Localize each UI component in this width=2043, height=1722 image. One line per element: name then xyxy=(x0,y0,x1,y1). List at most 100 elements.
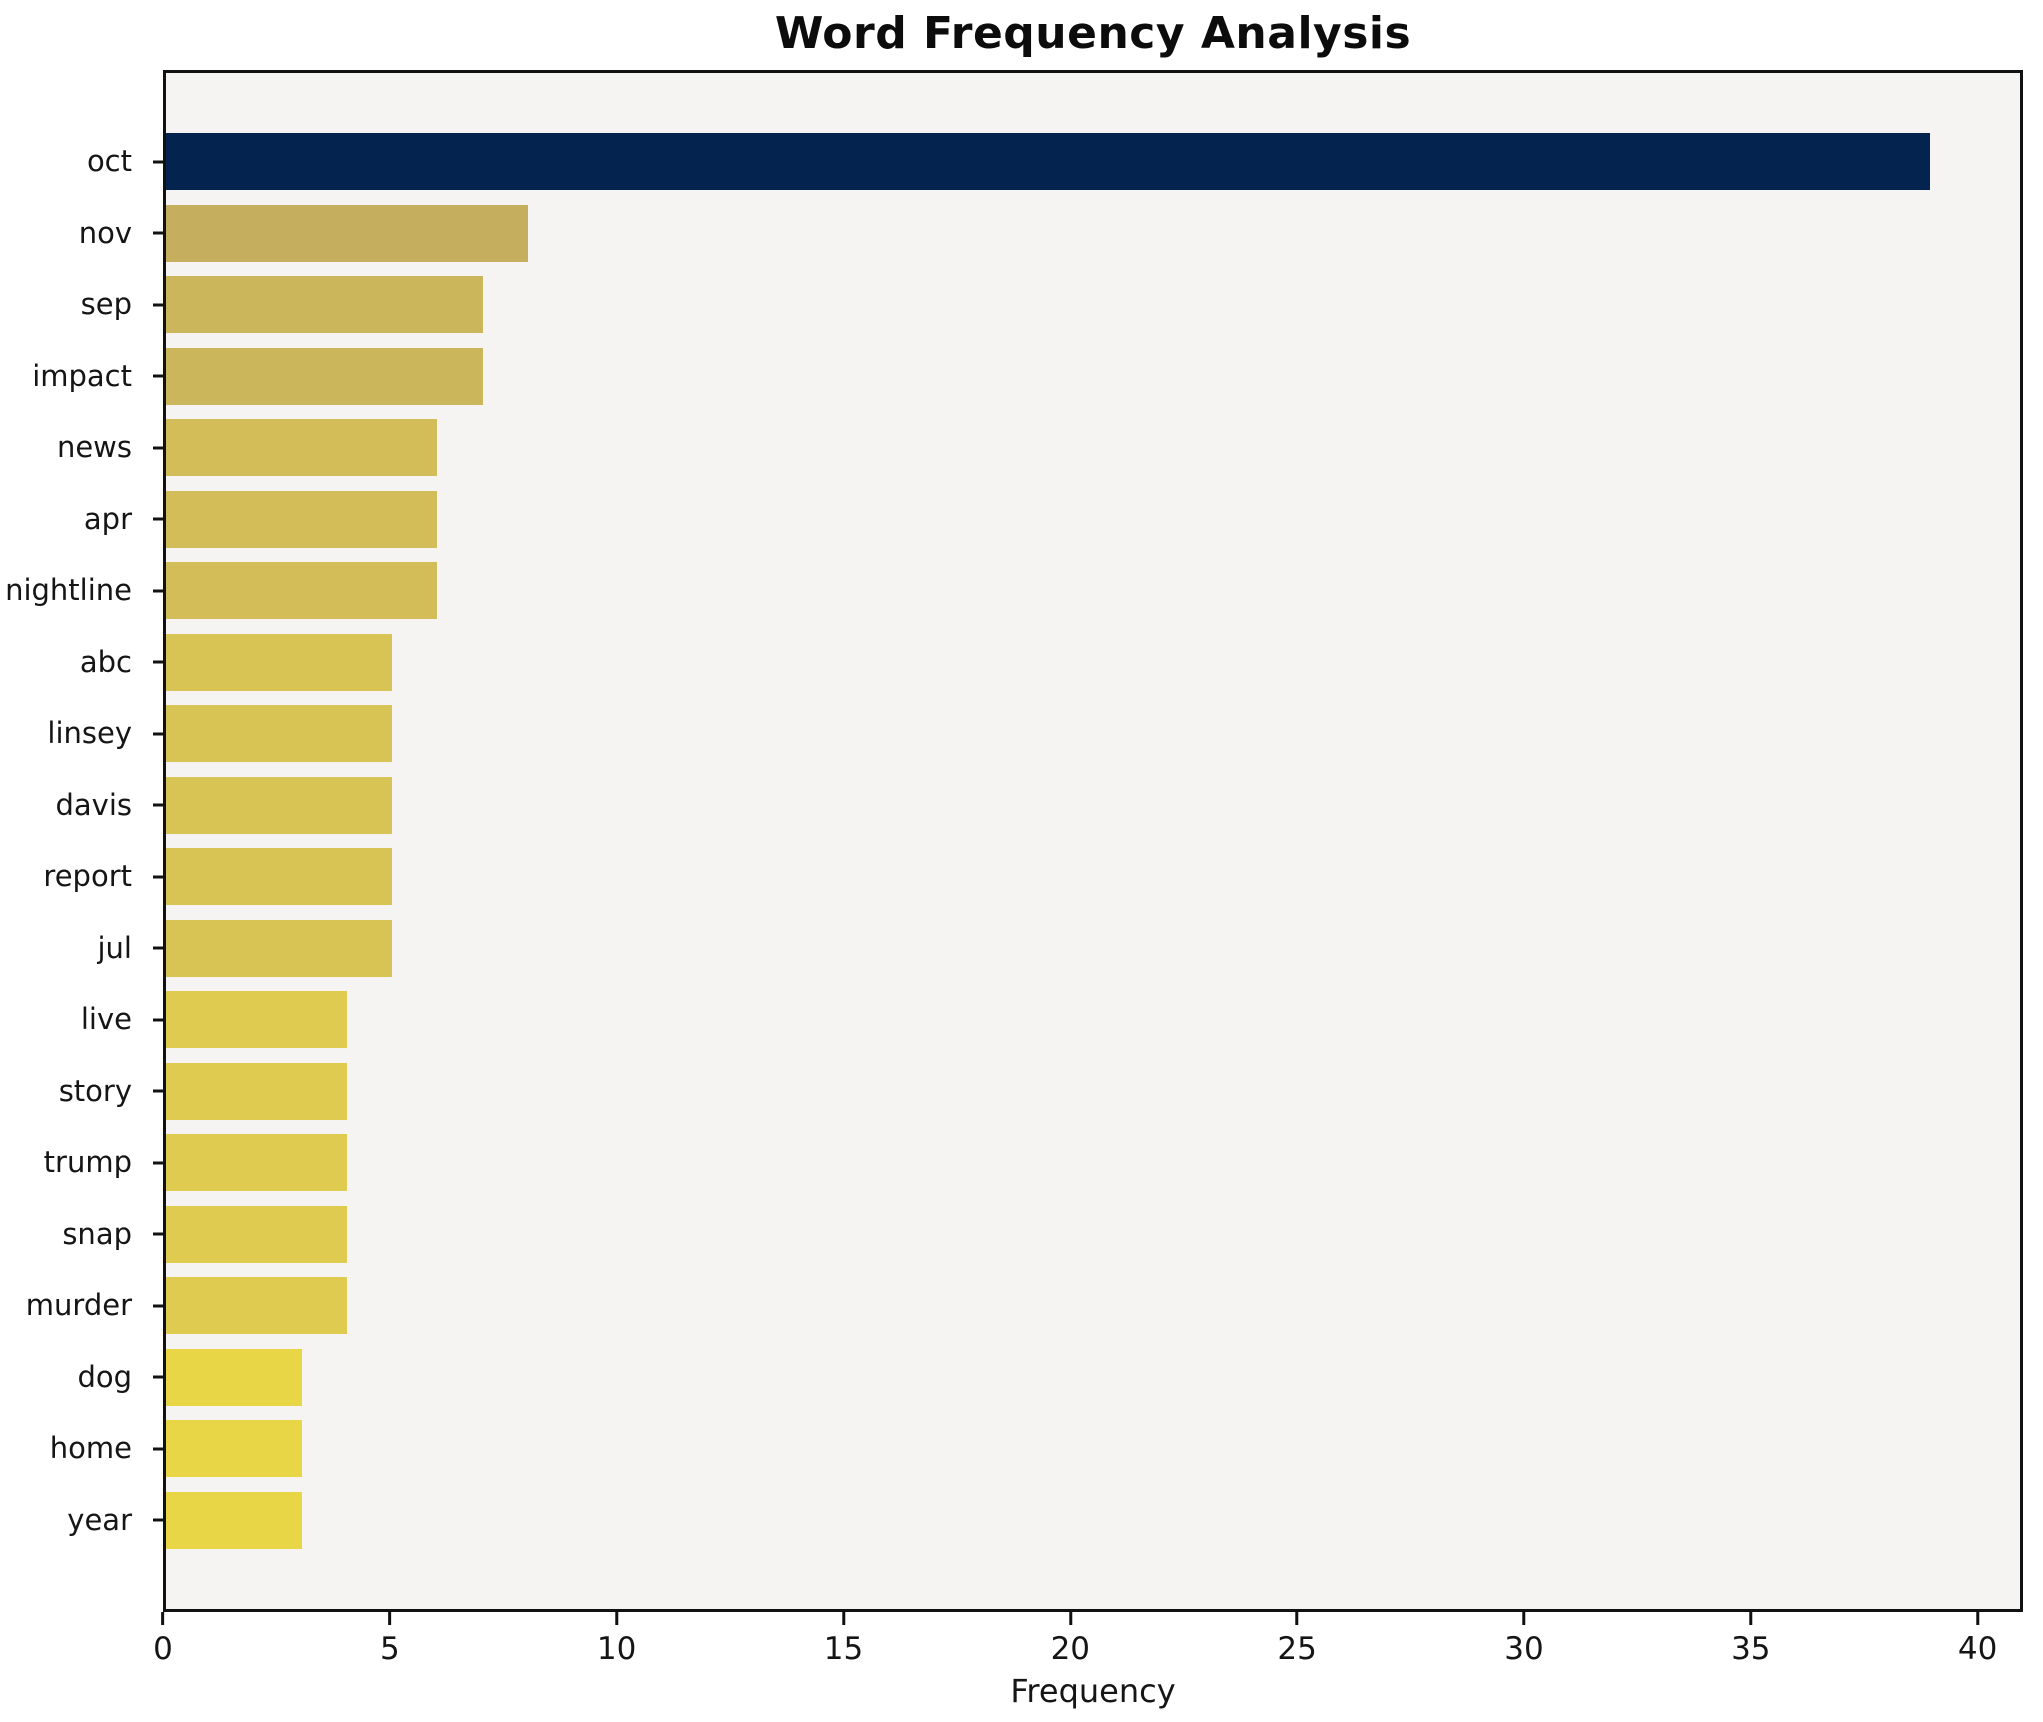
y-tick-mark xyxy=(153,446,166,450)
x-tick-mark xyxy=(1295,1612,1299,1625)
y-tick-label: jul xyxy=(97,930,133,965)
bar xyxy=(166,133,1930,190)
bar-row: story xyxy=(59,1062,2020,1120)
y-tick-mark xyxy=(153,1089,166,1093)
y-tick-mark xyxy=(153,946,166,950)
x-tick-mark xyxy=(1749,1612,1753,1625)
bar-rows: oct nov sep impact news apr nightline ab… xyxy=(5,73,2020,1609)
x-tick: 5 xyxy=(380,1612,400,1667)
y-tick-label: dog xyxy=(77,1359,132,1394)
y-tick-label: year xyxy=(67,1502,132,1537)
bar-row: apr xyxy=(84,490,2020,548)
bar-row: abc xyxy=(80,633,2020,691)
bar-row: snap xyxy=(62,1205,2020,1263)
y-tick-label: sep xyxy=(80,287,132,322)
y-tick-label: nightline xyxy=(5,573,132,608)
bar xyxy=(166,562,438,620)
bar-row: news xyxy=(57,419,2020,477)
x-tick-mark xyxy=(388,1612,392,1625)
y-tick-mark xyxy=(153,732,166,736)
x-tick-label: 40 xyxy=(1957,1631,1998,1667)
bar xyxy=(166,1205,347,1263)
bar-row: nov xyxy=(79,204,2020,262)
y-tick-label: news xyxy=(56,430,132,465)
y-tick-mark xyxy=(153,1232,166,1236)
bar xyxy=(166,276,483,334)
x-tick: 35 xyxy=(1731,1612,1771,1667)
y-tick-mark xyxy=(153,589,166,593)
x-axis-title: Frequency xyxy=(1010,1672,1176,1710)
x-tick-label: 35 xyxy=(1731,1631,1771,1667)
x-tick-mark xyxy=(1976,1612,1980,1625)
y-tick-mark xyxy=(153,160,166,163)
x-tick-label: 10 xyxy=(596,1631,637,1667)
bar-row: trump xyxy=(44,1134,2020,1192)
y-tick-label: linsey xyxy=(47,716,132,751)
bar-row: murder xyxy=(26,1277,2020,1335)
bar-row: linsey xyxy=(47,705,2020,763)
x-tick: 30 xyxy=(1504,1612,1544,1667)
x-tick: 25 xyxy=(1277,1612,1317,1667)
bar xyxy=(166,347,483,405)
bar xyxy=(166,633,393,691)
y-tick-label: home xyxy=(49,1431,132,1466)
bar xyxy=(166,1277,347,1335)
y-tick-mark xyxy=(153,1447,166,1451)
bar xyxy=(166,1134,347,1192)
y-tick-mark xyxy=(153,303,166,307)
y-tick-label: impact xyxy=(32,358,132,393)
y-tick-label: oct xyxy=(86,144,132,178)
bar xyxy=(166,1062,347,1120)
y-tick-label: davis xyxy=(55,787,132,822)
x-tick: 20 xyxy=(1051,1612,1090,1667)
y-tick-label: nov xyxy=(78,215,132,250)
bar-row: sep xyxy=(81,276,2020,334)
bar xyxy=(166,490,438,548)
x-tick-mark xyxy=(161,1612,165,1625)
x-tick: 15 xyxy=(824,1612,863,1667)
x-tick-label: 0 xyxy=(153,1631,173,1667)
x-tick-mark xyxy=(615,1612,619,1625)
bar xyxy=(166,776,393,834)
y-tick-mark xyxy=(153,875,166,879)
bar-row: davis xyxy=(55,776,2020,834)
y-tick-label: report xyxy=(43,859,132,894)
bar xyxy=(166,1420,302,1478)
bar-row: oct xyxy=(87,133,2020,190)
bar-row: live xyxy=(81,991,2020,1049)
y-tick-label: trump xyxy=(43,1145,132,1180)
y-tick-mark xyxy=(153,1518,166,1522)
x-axis: 0 5 10 15 20 25 30 35 40 xyxy=(153,1612,2023,1682)
x-tick: 40 xyxy=(1958,1612,1997,1667)
y-tick-label: story xyxy=(58,1073,132,1108)
x-tick-mark xyxy=(841,1612,845,1625)
y-tick-label: murder xyxy=(25,1288,132,1323)
x-tick-label: 25 xyxy=(1277,1631,1317,1667)
plot-area: oct nov sep impact news apr nightline ab… xyxy=(5,70,2023,1612)
y-tick-mark xyxy=(153,1375,166,1379)
y-tick-mark xyxy=(153,517,166,521)
y-tick-mark xyxy=(153,1304,166,1308)
bar xyxy=(166,419,438,477)
bar xyxy=(166,1491,302,1549)
chart-title: Word Frequency Analysis xyxy=(774,8,1412,59)
y-tick-label: apr xyxy=(83,501,132,536)
bar-row: jul xyxy=(98,919,2020,977)
x-tick-mark xyxy=(1522,1612,1526,1625)
y-tick-label: abc xyxy=(79,644,132,679)
y-tick-mark xyxy=(153,374,166,378)
x-tick-label: 5 xyxy=(379,1631,400,1667)
bar xyxy=(166,1348,302,1406)
y-tick-label: live xyxy=(80,1002,132,1037)
x-tick-mark xyxy=(1068,1612,1072,1625)
x-tick-label: 15 xyxy=(823,1631,864,1667)
bar xyxy=(166,848,393,906)
y-tick-mark xyxy=(153,231,166,235)
bar xyxy=(166,919,393,977)
y-tick-mark xyxy=(153,1018,166,1022)
bar-row: dog xyxy=(77,1348,2020,1406)
y-tick-mark xyxy=(153,803,166,807)
x-tick: 10 xyxy=(597,1612,636,1667)
y-tick-mark xyxy=(153,660,166,664)
